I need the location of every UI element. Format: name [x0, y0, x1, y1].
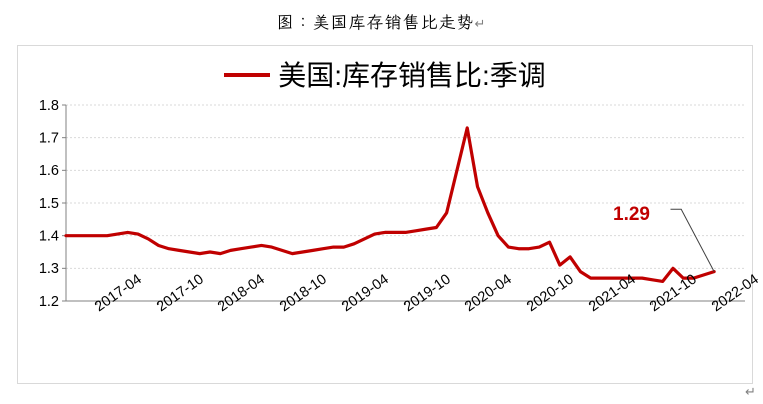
svg-text:1.29: 1.29: [613, 204, 650, 225]
svg-text:1.5: 1.5: [39, 196, 59, 212]
svg-text:1.8: 1.8: [39, 98, 59, 114]
svg-text:1.7: 1.7: [39, 131, 59, 147]
svg-text:1.4: 1.4: [39, 229, 59, 245]
svg-text:1.3: 1.3: [39, 261, 59, 277]
svg-text:1.6: 1.6: [39, 163, 59, 179]
